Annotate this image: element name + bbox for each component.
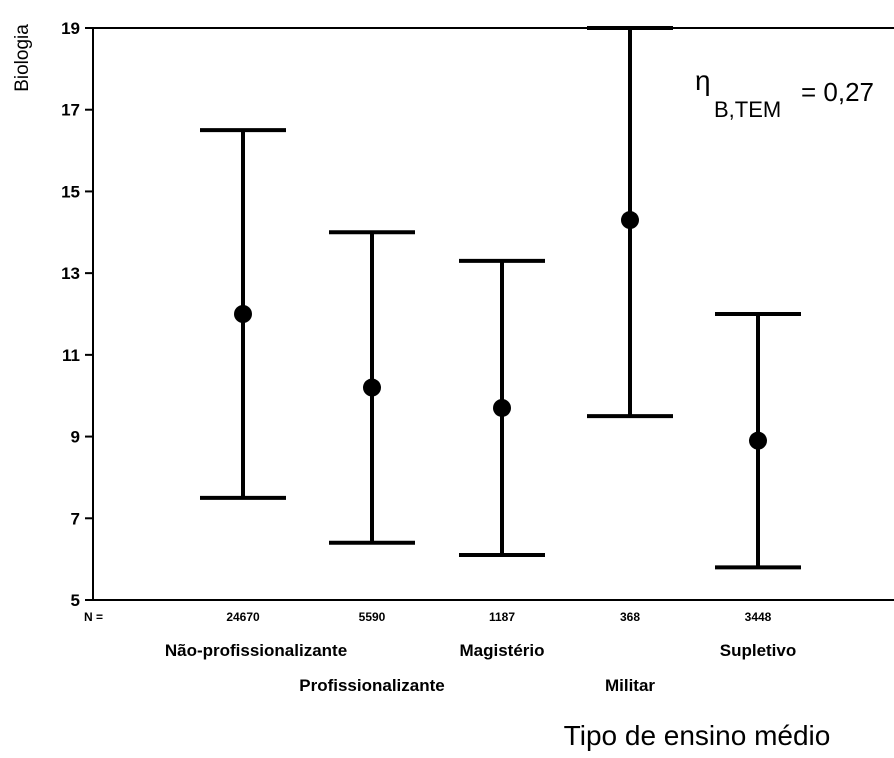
n-value-label: 3448 bbox=[745, 610, 772, 624]
n-value-label: 368 bbox=[620, 610, 640, 624]
n-value-label: 24670 bbox=[226, 610, 260, 624]
error-bar-group bbox=[587, 26, 673, 419]
y-tick-label: 9 bbox=[71, 428, 80, 447]
error-bar-group bbox=[459, 258, 545, 558]
n-value-label: 1187 bbox=[489, 610, 515, 624]
eta-value: = 0,27 bbox=[801, 77, 874, 107]
n-prefix-label: N = bbox=[84, 610, 103, 624]
y-tick-label: 7 bbox=[71, 509, 80, 528]
y-tick-label: 17 bbox=[61, 101, 80, 120]
y-axis-title: Biologia bbox=[12, 24, 33, 92]
y-tick-label: 15 bbox=[61, 182, 80, 201]
y-tick-label: 11 bbox=[62, 346, 80, 365]
category-labels: Não-profissionalizante Profissionalizante… bbox=[165, 641, 796, 695]
n-value-label: 5590 bbox=[359, 610, 386, 624]
error-bar-group bbox=[329, 230, 415, 545]
n-labels: N = 24670 5590 1187 368 3448 bbox=[84, 610, 772, 624]
category-label: Militar bbox=[605, 676, 655, 695]
y-axis: 5 7 9 11 13 15 17 19 bbox=[61, 19, 93, 610]
x-axis-title: Tipo de ensino médio bbox=[564, 720, 831, 751]
category-label: Não-profissionalizante bbox=[165, 641, 347, 660]
category-label: Supletivo bbox=[720, 641, 797, 660]
mean-point bbox=[493, 398, 511, 417]
error-bar-group bbox=[200, 128, 286, 500]
mean-point bbox=[363, 378, 381, 397]
category-label: Magistério bbox=[459, 641, 544, 660]
eta-symbol: η bbox=[695, 65, 711, 96]
mean-point bbox=[234, 305, 252, 323]
category-label: Profissionalizante bbox=[299, 676, 444, 695]
eta-subscript: B,TEM bbox=[714, 97, 781, 122]
error-bar-group bbox=[715, 312, 801, 570]
mean-point bbox=[621, 211, 639, 230]
eta-annotation: η B,TEM = 0,27 bbox=[695, 65, 874, 122]
mean-point bbox=[749, 431, 767, 450]
y-tick-label: 19 bbox=[61, 19, 80, 38]
error-bars bbox=[200, 26, 801, 570]
y-tick-label: 13 bbox=[61, 264, 80, 283]
y-tick-label: 5 bbox=[71, 591, 80, 610]
